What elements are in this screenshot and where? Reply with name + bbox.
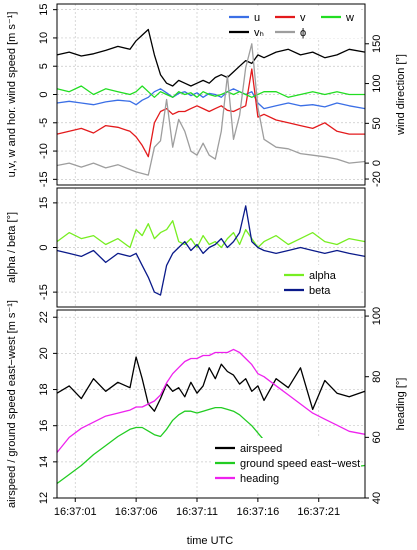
x-tick-label: 16:37:06	[115, 506, 158, 518]
series-line-heading	[56, 348, 366, 453]
legend-label-ground_speed: ground speed east−west	[240, 458, 360, 470]
y-tick-label: 12	[38, 492, 50, 504]
y-right-tick-label: 100	[371, 74, 383, 92]
series-line-alpha	[56, 220, 366, 249]
legend-label-heading: heading	[240, 473, 279, 485]
series-line-phi	[56, 43, 366, 176]
x-tick-label: 16:37:01	[54, 506, 97, 518]
y-right-axis-title: heading [°]	[395, 378, 407, 431]
series-line-u	[56, 88, 366, 110]
y-tick-label: 10	[38, 32, 50, 44]
y-tick-label: -5	[38, 118, 50, 128]
y-tick-label: -15	[38, 284, 50, 300]
shared-x-axis: 16:37:01 16:37:06 16:37:11 16:37:16 16:37:21…	[54, 498, 340, 547]
legend-label-v: v	[300, 12, 306, 24]
y-tick-label: 22	[38, 311, 50, 323]
y-right-tick-label: 0	[371, 160, 383, 166]
y-right-axis-title: wind direction [°]	[395, 54, 407, 136]
panel-speed-heading: 12 14 16 18 20 22 40 60 80 100 airspeed / ground s…	[6, 300, 407, 508]
legend-background	[280, 265, 361, 303]
legend-label-alpha: alpha	[309, 270, 337, 282]
y-tick-label: -10	[38, 143, 50, 159]
y-right-tick-label: 80	[371, 371, 383, 383]
legend-label-u: u	[254, 12, 260, 24]
y-right-tick-label: -20	[371, 171, 383, 187]
y-tick-label: 5	[38, 63, 50, 69]
legend-background	[211, 438, 361, 493]
panel-wind: -15 -10 -5 0 5 10 15 -20 0 50 100 150 u,v, w and hor…	[6, 3, 407, 187]
series-line-v	[56, 68, 365, 158]
y-right-tick-label: 60	[371, 431, 383, 443]
y-right-tick-label: 50	[371, 117, 383, 129]
legend-label-v_h: vₕ	[254, 27, 264, 39]
y-tick-label: -15	[38, 171, 50, 187]
series-line-airspeed	[56, 356, 366, 412]
y-axis-title: u,v, w and hor. wind speed [m s⁻¹]	[6, 12, 18, 178]
y-tick-label: 20	[38, 347, 50, 359]
y-right-tick-label: 150	[371, 35, 383, 53]
series-line-v_h	[56, 28, 366, 87]
legend-label-beta: beta	[309, 285, 331, 297]
y-tick-label: 16	[38, 420, 50, 432]
legend-label-w: w	[345, 12, 354, 24]
y-tick-label: 15	[38, 197, 50, 209]
y-right-tick-label: 100	[371, 307, 383, 325]
legend-label-phi: ϕ	[300, 27, 306, 39]
y-axis-title: alpha / beta [°]	[6, 212, 18, 283]
y-right-tick-label: 40	[371, 492, 383, 504]
y-axis-title: airspeed / ground speed east−west [m s⁻¹…	[6, 300, 18, 508]
x-tick-label: 16:37:16	[236, 506, 279, 518]
x-tick-label: 16:37:11	[176, 506, 218, 518]
panel-frame-speed-heading	[56, 309, 366, 499]
y-tick-label: 18	[38, 383, 50, 395]
legend-background	[225, 8, 361, 38]
panel-alpha-beta: -15 0 15 alpha / beta [°] alpha beta	[6, 187, 366, 308]
y-tick-label: 14	[38, 456, 50, 468]
x-tick-label: 16:37:21	[297, 506, 340, 518]
y-tick-label: 15	[38, 4, 50, 16]
x-axis-title: time UTC	[187, 535, 234, 547]
series-line-beta	[56, 205, 366, 296]
series-line-w	[56, 85, 365, 98]
y-tick-label: 0	[38, 244, 50, 250]
legend-label-airspeed: airspeed	[240, 443, 282, 455]
y-tick-label: 0	[38, 91, 50, 97]
